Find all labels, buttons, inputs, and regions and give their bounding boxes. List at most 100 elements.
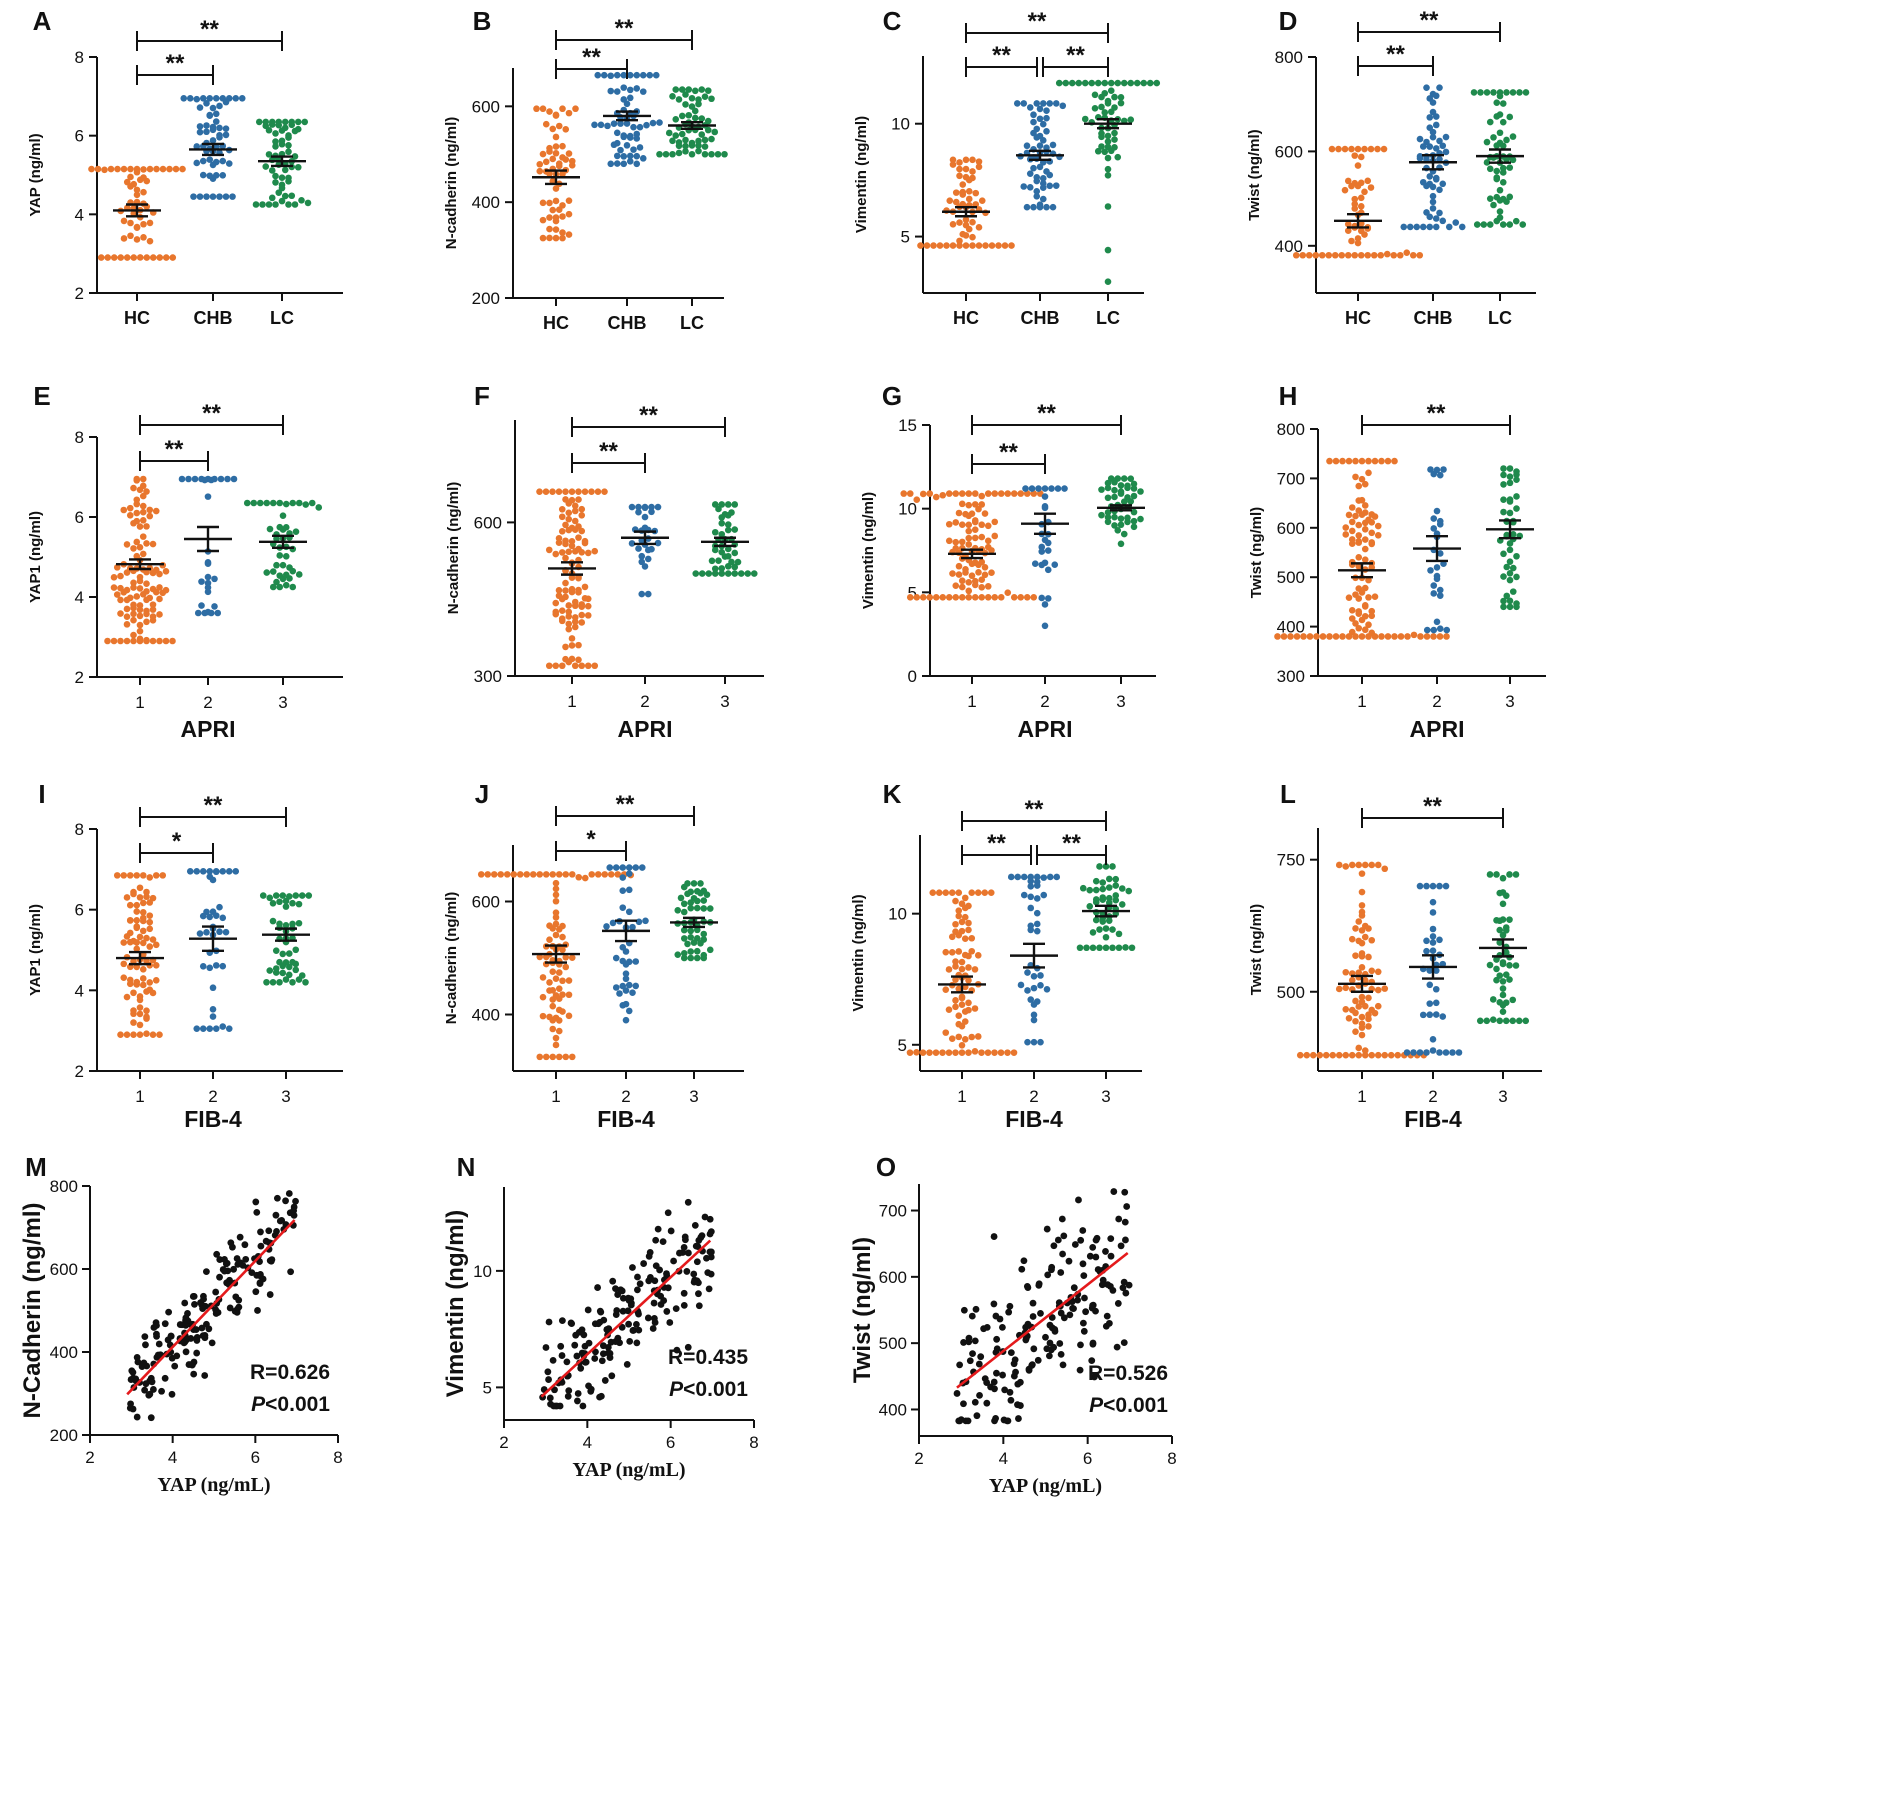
data-point bbox=[1020, 100, 1028, 107]
data-point bbox=[1483, 89, 1491, 96]
data-point bbox=[993, 1369, 1000, 1377]
data-point bbox=[1432, 999, 1440, 1007]
data-point bbox=[136, 884, 144, 892]
data-point bbox=[1104, 154, 1112, 162]
data-point bbox=[143, 610, 150, 618]
regression-line bbox=[956, 1251, 1129, 1389]
data-point bbox=[1355, 595, 1363, 602]
data-point bbox=[278, 127, 286, 134]
x-tick-label: LC bbox=[1096, 308, 1120, 328]
data-point bbox=[1358, 902, 1366, 909]
data-point bbox=[695, 1290, 702, 1298]
data-point bbox=[133, 509, 141, 517]
data-point bbox=[975, 561, 982, 569]
data-point bbox=[1117, 482, 1125, 489]
data-point bbox=[952, 594, 960, 601]
significance-label: ** bbox=[1025, 796, 1044, 823]
data-point bbox=[1035, 485, 1042, 492]
data-point bbox=[932, 594, 940, 601]
data-point bbox=[1130, 508, 1138, 516]
data-point bbox=[577, 1364, 585, 1372]
data-point bbox=[142, 1341, 149, 1349]
x-tick-label: 4 bbox=[999, 1449, 1008, 1468]
data-point bbox=[1440, 466, 1447, 473]
data-point bbox=[565, 231, 573, 238]
data-point bbox=[130, 579, 137, 587]
data-point bbox=[1486, 871, 1494, 878]
data-point bbox=[625, 864, 633, 871]
data-point bbox=[1101, 148, 1109, 156]
data-point bbox=[156, 254, 164, 261]
data-point bbox=[955, 509, 963, 517]
data-point bbox=[222, 928, 230, 936]
data-point bbox=[1130, 523, 1138, 531]
data-point bbox=[212, 1288, 220, 1296]
data-point bbox=[682, 142, 689, 150]
data-point bbox=[182, 1321, 190, 1329]
data-point bbox=[562, 488, 569, 495]
data-point bbox=[706, 1215, 714, 1223]
data-point bbox=[169, 254, 177, 261]
data-point bbox=[623, 120, 631, 127]
data-point bbox=[974, 952, 982, 959]
data-point bbox=[680, 1289, 688, 1297]
data-point bbox=[633, 135, 641, 142]
data-point bbox=[209, 104, 217, 112]
data-point bbox=[149, 254, 157, 261]
data-point bbox=[1104, 518, 1112, 526]
data-point bbox=[1512, 871, 1520, 878]
data-point bbox=[571, 618, 579, 626]
data-point bbox=[1094, 1266, 1102, 1273]
data-point bbox=[1038, 561, 1046, 569]
data-point bbox=[943, 242, 950, 249]
data-point bbox=[276, 1217, 284, 1225]
y-axis-label: YAP1 (ng/ml) bbox=[27, 904, 44, 996]
data-point bbox=[555, 926, 563, 933]
data-point bbox=[146, 165, 154, 173]
data-point bbox=[1036, 142, 1044, 149]
data-point bbox=[152, 962, 160, 969]
data-point bbox=[991, 490, 999, 497]
data-point bbox=[497, 871, 505, 878]
panel-letter: J bbox=[475, 779, 489, 809]
data-point bbox=[1114, 526, 1122, 534]
data-point bbox=[186, 868, 194, 875]
data-point bbox=[630, 146, 637, 153]
data-point bbox=[1028, 1362, 1036, 1369]
data-point bbox=[682, 136, 689, 144]
data-point bbox=[250, 499, 258, 507]
data-point bbox=[961, 1018, 969, 1025]
data-point bbox=[1146, 79, 1154, 87]
x-axis-label: YAP (ng/mL) bbox=[572, 1459, 685, 1481]
data-point bbox=[600, 71, 608, 79]
data-point bbox=[1442, 882, 1450, 890]
data-point bbox=[1381, 1051, 1389, 1059]
data-point bbox=[1098, 1281, 1106, 1289]
data-point bbox=[1355, 521, 1363, 529]
significance-label: ** bbox=[165, 436, 184, 463]
significance-bracket bbox=[1361, 808, 1504, 828]
data-point bbox=[629, 1264, 636, 1271]
data-point bbox=[1499, 118, 1507, 126]
data-point bbox=[126, 511, 134, 519]
data-point bbox=[1004, 589, 1012, 597]
data-point bbox=[127, 183, 134, 190]
correlation-coefficient: R=0.526 bbox=[1088, 1362, 1168, 1385]
data-point bbox=[149, 637, 157, 645]
y-tick-label: 2 bbox=[75, 1062, 84, 1081]
data-point bbox=[302, 501, 310, 508]
data-point bbox=[292, 966, 300, 974]
data-point bbox=[146, 506, 154, 514]
data-point bbox=[672, 132, 680, 139]
data-point bbox=[1506, 569, 1514, 577]
data-point bbox=[165, 1308, 173, 1316]
data-point bbox=[990, 1300, 998, 1308]
significance-bracket bbox=[1361, 415, 1511, 435]
data-point bbox=[1355, 918, 1363, 925]
data-point bbox=[1429, 898, 1437, 906]
data-point bbox=[695, 1302, 703, 1310]
data-point bbox=[1033, 192, 1041, 200]
data-point bbox=[1125, 1281, 1133, 1289]
data-point bbox=[1500, 471, 1507, 479]
data-point bbox=[969, 168, 976, 175]
